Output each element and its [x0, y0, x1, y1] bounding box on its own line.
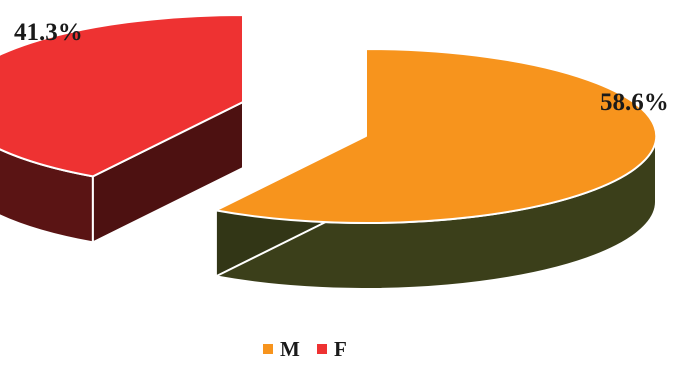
data-label-f: 41.3%	[14, 19, 83, 46]
legend-swatch-m	[263, 344, 273, 354]
slice-layer	[0, 14, 658, 290]
legend-label-f: F	[334, 337, 347, 361]
legend-label-m: M	[280, 337, 300, 361]
legend: M F	[263, 337, 347, 361]
legend-swatch-f	[317, 344, 327, 354]
slice-f-top	[0, 14, 244, 178]
data-label-m: 58.6%	[600, 89, 669, 116]
slice-m-top	[214, 48, 658, 224]
